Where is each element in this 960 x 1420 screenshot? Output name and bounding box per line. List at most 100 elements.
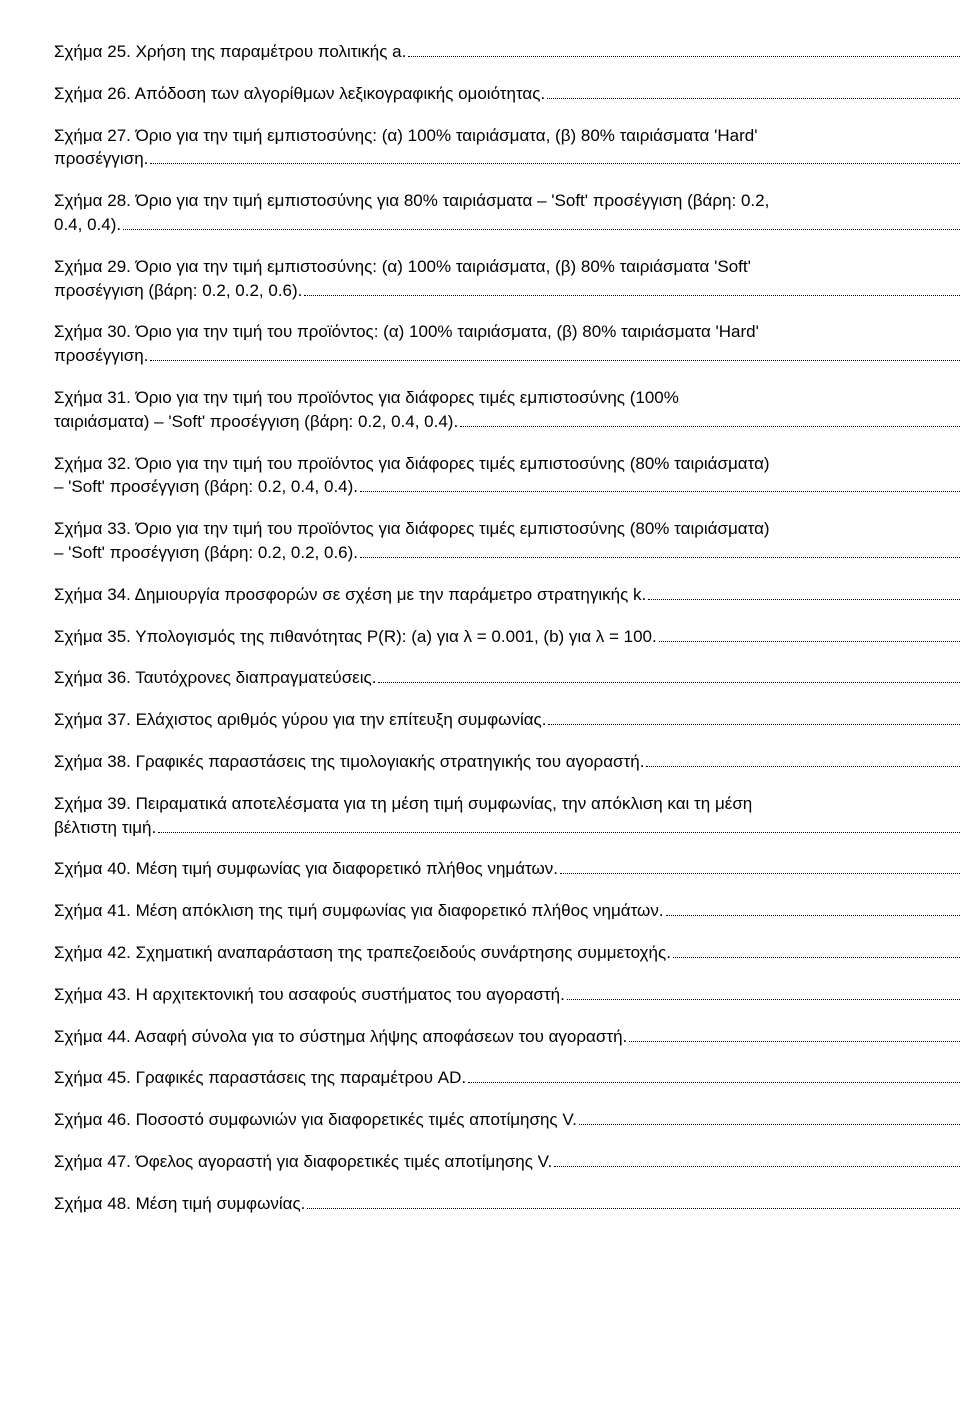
leader-dots <box>150 163 960 164</box>
entry-line: Σχήμα 34. Δημιουργία προσφορών σε σχέση … <box>54 583 960 607</box>
entry-line: Σχήμα 37. Ελάχιστος αριθμός γύρου για τη… <box>54 708 960 732</box>
entry-line: Σχήμα 45. Γραφικές παραστάσεις της παραμ… <box>54 1066 960 1090</box>
entry-text-line1: Σχήμα 30. Όριο για την τιμή του προϊόντο… <box>54 320 960 344</box>
leader-dots <box>158 832 960 833</box>
entry-line: Σχήμα 25. Χρήση της παραμέτρου πολιτικής… <box>54 40 960 64</box>
leader-dots <box>567 999 960 1000</box>
figure-entry: Σχήμα 40. Μέση τιμή συμφωνίας για διαφορ… <box>54 857 960 881</box>
leader-dots <box>123 229 960 230</box>
entry-label: Σχήμα 45. Γραφικές παραστάσεις της παραμ… <box>54 1066 466 1090</box>
entry-label-end: – 'Soft' προσέγγιση (βάρη: 0.2, 0.4, 0.4… <box>54 475 358 499</box>
entry-label: Σχήμα 46. Ποσοστό συμφωνιών για διαφορετ… <box>54 1108 577 1132</box>
figure-entry: Σχήμα 35. Υπολογισμός της πιθανότητας P(… <box>54 625 960 649</box>
entry-line: Σχήμα 41. Μέση απόκλιση της τιμή συμφωνί… <box>54 899 960 923</box>
figure-entry: Σχήμα 44. Ασαφή σύνολα για το σύστημα λή… <box>54 1025 960 1049</box>
leader-dots <box>548 724 960 725</box>
entry-label-end: 0.4, 0.4). <box>54 213 121 237</box>
leader-dots <box>360 491 960 492</box>
figure-entry: Σχήμα 37. Ελάχιστος αριθμός γύρου για τη… <box>54 708 960 732</box>
entry-line: Σχήμα 38. Γραφικές παραστάσεις της τιμολ… <box>54 750 960 774</box>
entry-line: Σχήμα 42. Σχηματική αναπαράσταση της τρα… <box>54 941 960 965</box>
leader-dots <box>579 1124 960 1125</box>
entry-label: Σχήμα 41. Μέση απόκλιση της τιμή συμφωνί… <box>54 899 664 923</box>
entry-label-end: προσέγγιση. <box>54 147 148 171</box>
entry-text-line1: Σχήμα 29. Όριο για την τιμή εμπιστοσύνης… <box>54 255 960 279</box>
figure-entry: Σχήμα 34. Δημιουργία προσφορών σε σχέση … <box>54 583 960 607</box>
figure-entry: Σχήμα 41. Μέση απόκλιση της τιμή συμφωνί… <box>54 899 960 923</box>
entry-text-line2: 0.4, 0.4).171 <box>54 213 960 237</box>
entry-label: Σχήμα 38. Γραφικές παραστάσεις της τιμολ… <box>54 750 644 774</box>
entry-text-line1: Σχήμα 27. Όριο για την τιμή εμπιστοσύνης… <box>54 124 960 148</box>
leader-dots <box>659 641 960 642</box>
entry-text-line2: προσέγγιση.172 <box>54 344 960 368</box>
figure-entry: Σχήμα 47. Όφελος αγοραστή για διαφορετικ… <box>54 1150 960 1174</box>
entry-line: Σχήμα 35. Υπολογισμός της πιθανότητας P(… <box>54 625 960 649</box>
entry-label-end: – 'Soft' προσέγγιση (βάρη: 0.2, 0.2, 0.6… <box>54 541 358 565</box>
leader-dots <box>666 915 960 916</box>
entry-text-line2: ταιριάσματα) – 'Soft' προσέγγιση (βάρη: … <box>54 410 960 434</box>
figure-entry: Σχήμα 25. Χρήση της παραμέτρου πολιτικής… <box>54 40 960 64</box>
entry-line: Σχήμα 26. Απόδοση των αλγορίθμων λεξικογ… <box>54 82 960 106</box>
figure-entry: Σχήμα 48. Μέση τιμή συμφωνίας.275 <box>54 1192 960 1216</box>
figure-entry: Σχήμα 38. Γραφικές παραστάσεις της τιμολ… <box>54 750 960 774</box>
entry-text-line2: προσέγγιση.170 <box>54 147 960 171</box>
entry-line: Σχήμα 44. Ασαφή σύνολα για το σύστημα λή… <box>54 1025 960 1049</box>
leader-dots <box>378 682 960 683</box>
entry-text-line2: προσέγγιση (βάρη: 0.2, 0.2, 0.6).171 <box>54 279 960 303</box>
entry-label: Σχήμα 43. Η αρχιτεκτονική του ασαφούς συ… <box>54 983 565 1007</box>
figure-entry: Σχήμα 32. Όριο για την τιμή του προϊόντο… <box>54 452 960 500</box>
entry-label: Σχήμα 44. Ασαφή σύνολα για το σύστημα λή… <box>54 1025 627 1049</box>
entry-label: Σχήμα 48. Μέση τιμή συμφωνίας. <box>54 1192 305 1216</box>
figure-entry: Σχήμα 46. Ποσοστό συμφωνιών για διαφορετ… <box>54 1108 960 1132</box>
leader-dots <box>560 873 960 874</box>
entry-line: Σχήμα 40. Μέση τιμή συμφωνίας για διαφορ… <box>54 857 960 881</box>
figure-entry: Σχήμα 43. Η αρχιτεκτονική του ασαφούς συ… <box>54 983 960 1007</box>
leader-dots <box>304 295 960 296</box>
entry-label-end: βέλτιστη τιμή. <box>54 816 156 840</box>
figure-entry: Σχήμα 36. Ταυτόχρονες διαπραγματεύσεις.2… <box>54 666 960 690</box>
entry-line: Σχήμα 43. Η αρχιτεκτονική του ασαφούς συ… <box>54 983 960 1007</box>
entry-text-line1: Σχήμα 31. Όριο για την τιμή του προϊόντο… <box>54 386 960 410</box>
figure-entry: Σχήμα 31. Όριο για την τιμή του προϊόντο… <box>54 386 960 434</box>
entry-label: Σχήμα 34. Δημιουργία προσφορών σε σχέση … <box>54 583 646 607</box>
entry-label: Σχήμα 25. Χρήση της παραμέτρου πολιτικής… <box>54 40 406 64</box>
figure-entry: Σχήμα 29. Όριο για την τιμή εμπιστοσύνης… <box>54 255 960 303</box>
entry-label-end: ταιριάσματα) – 'Soft' προσέγγιση (βάρη: … <box>54 410 458 434</box>
figure-entry: Σχήμα 45. Γραφικές παραστάσεις της παραμ… <box>54 1066 960 1090</box>
entry-label: Σχήμα 36. Ταυτόχρονες διαπραγματεύσεις. <box>54 666 376 690</box>
leader-dots <box>673 957 960 958</box>
figure-entry: Σχήμα 33. Όριο για την τιμή του προϊόντο… <box>54 517 960 565</box>
figure-entry: Σχήμα 26. Απόδοση των αλγορίθμων λεξικογ… <box>54 82 960 106</box>
entry-text-line2: βέλτιστη τιμή.222 <box>54 816 960 840</box>
figure-entry: Σχήμα 27. Όριο για την τιμή εμπιστοσύνης… <box>54 124 960 172</box>
entry-label: Σχήμα 37. Ελάχιστος αριθμός γύρου για τη… <box>54 708 546 732</box>
entry-label: Σχήμα 47. Όφελος αγοραστή για διαφορετικ… <box>54 1150 552 1174</box>
leader-dots <box>547 98 960 99</box>
figure-entry: Σχήμα 39. Πειραματικά αποτελέσματα για τ… <box>54 792 960 840</box>
figure-entry: Σχήμα 42. Σχηματική αναπαράσταση της τρα… <box>54 941 960 965</box>
figure-entry: Σχήμα 30. Όριο για την τιμή του προϊόντο… <box>54 320 960 368</box>
entry-text-line1: Σχήμα 39. Πειραματικά αποτελέσματα για τ… <box>54 792 960 816</box>
entry-text-line1: Σχήμα 33. Όριο για την τιμή του προϊόντο… <box>54 517 960 541</box>
entry-line: Σχήμα 46. Ποσοστό συμφωνιών για διαφορετ… <box>54 1108 960 1132</box>
entry-label: Σχήμα 42. Σχηματική αναπαράσταση της τρα… <box>54 941 671 965</box>
entry-label: Σχήμα 40. Μέση τιμή συμφωνίας για διαφορ… <box>54 857 558 881</box>
entry-line: Σχήμα 48. Μέση τιμή συμφωνίας.275 <box>54 1192 960 1216</box>
entry-label: Σχήμα 26. Απόδοση των αλγορίθμων λεξικογ… <box>54 82 545 106</box>
entry-text-line2: – 'Soft' προσέγγιση (βάρη: 0.2, 0.4, 0.4… <box>54 475 960 499</box>
leader-dots <box>648 599 960 600</box>
entry-label: Σχήμα 35. Υπολογισμός της πιθανότητας P(… <box>54 625 657 649</box>
entry-text-line1: Σχήμα 28. Όριο για την τιμή εμπιστοσύνης… <box>54 189 960 213</box>
leader-dots <box>554 1166 960 1167</box>
leader-dots <box>646 766 960 767</box>
figure-entry: Σχήμα 28. Όριο για την τιμή εμπιστοσύνης… <box>54 189 960 237</box>
leader-dots <box>468 1082 960 1083</box>
entry-text-line2: – 'Soft' προσέγγιση (βάρη: 0.2, 0.2, 0.6… <box>54 541 960 565</box>
list-of-figures: Σχήμα 25. Χρήση της παραμέτρου πολιτικής… <box>54 40 960 1216</box>
leader-dots <box>460 426 960 427</box>
leader-dots <box>150 360 960 361</box>
leader-dots <box>408 56 960 57</box>
entry-line: Σχήμα 36. Ταυτόχρονες διαπραγματεύσεις.2… <box>54 666 960 690</box>
entry-label-end: προσέγγιση (βάρη: 0.2, 0.2, 0.6). <box>54 279 302 303</box>
entry-label-end: προσέγγιση. <box>54 344 148 368</box>
